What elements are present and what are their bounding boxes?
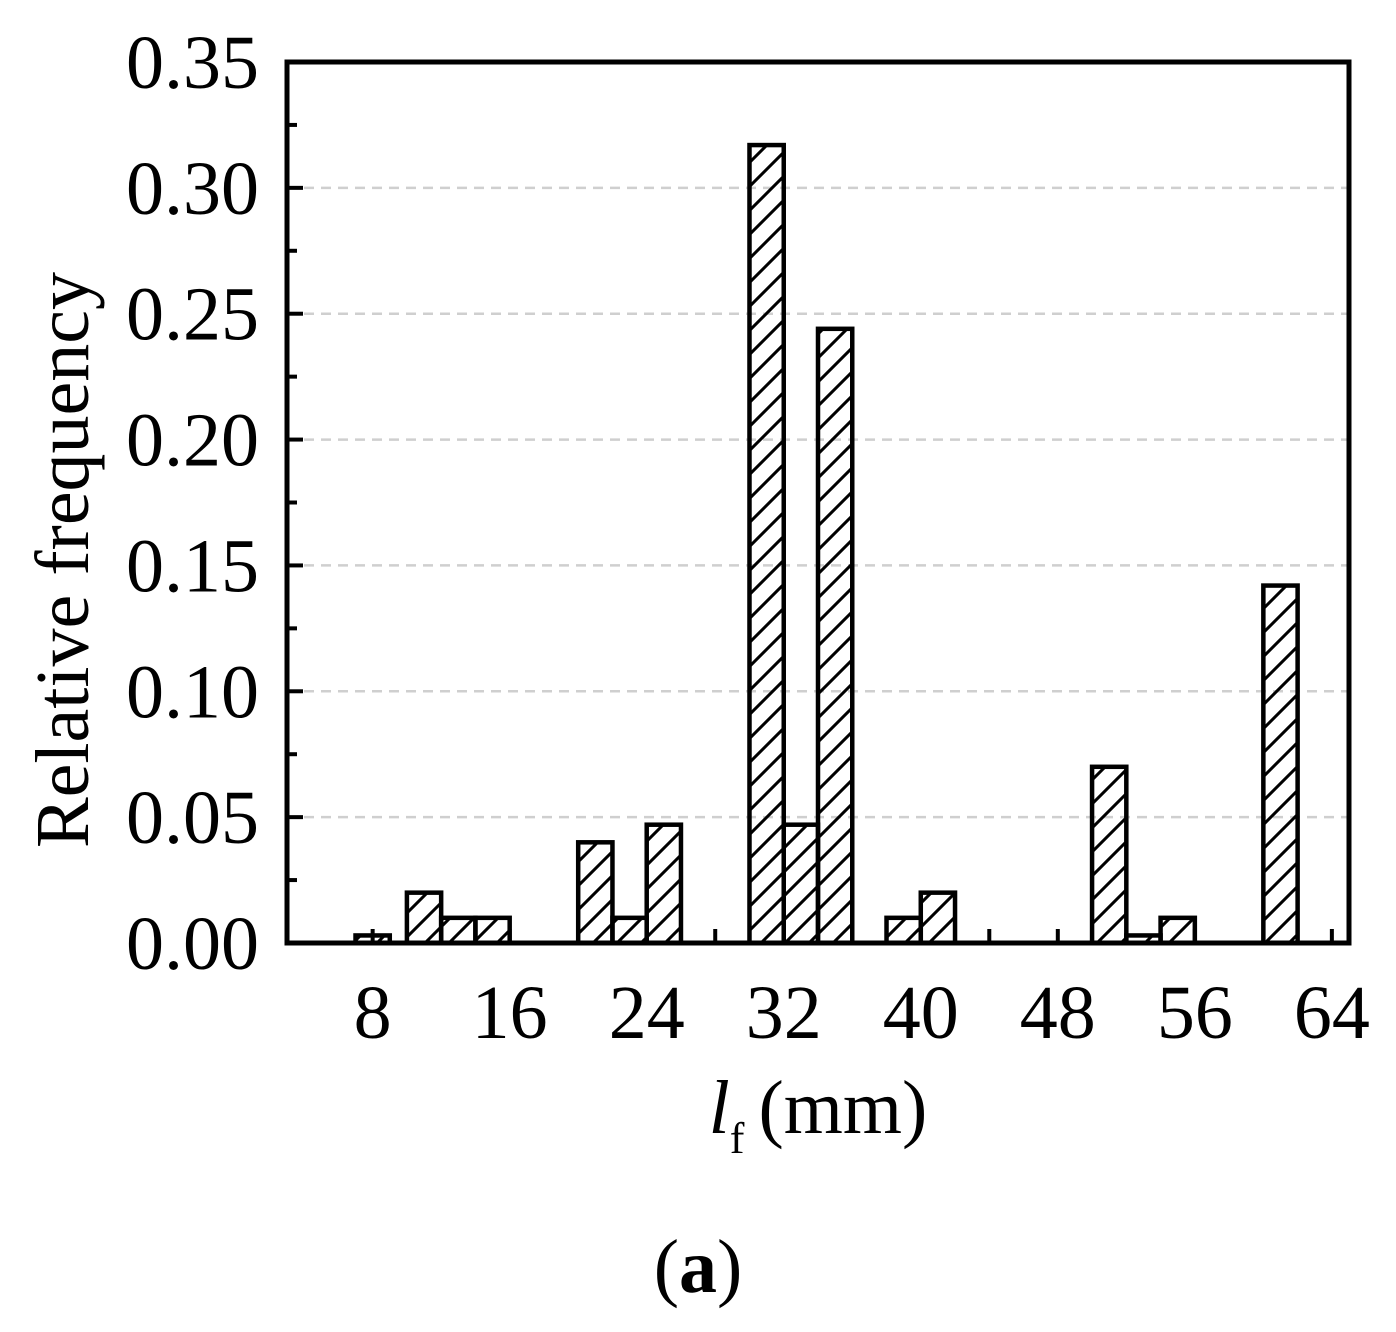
y-tick-label: 0.30 (126, 147, 259, 231)
bar (1261, 583, 1300, 946)
panel-label-letter: a (679, 1225, 717, 1309)
bar (404, 890, 444, 946)
x-axis-symbol: l (709, 1066, 730, 1150)
y-tick-label: 0.20 (126, 399, 259, 483)
y-tick-label: 0.25 (126, 273, 259, 357)
bar (575, 840, 615, 946)
x-tick-label: 32 (746, 971, 822, 1055)
y-tick-label: 0.15 (126, 524, 259, 608)
x-tick-label: 40 (883, 971, 959, 1055)
x-tick-label: 24 (609, 971, 685, 1055)
x-tick-label: 48 (1020, 971, 1096, 1055)
bar (1089, 764, 1129, 946)
bar (644, 822, 684, 946)
x-tick-label: 56 (1157, 971, 1233, 1055)
x-tick-label: 8 (354, 971, 392, 1055)
x-tick-label: 16 (472, 971, 548, 1055)
bar (884, 915, 924, 946)
y-tick-label: 0.10 (126, 650, 259, 734)
bar (610, 915, 649, 946)
y-tick-labels: 0.00 0.05 0.10 0.15 0.20 0.25 0.30 0.35 (126, 21, 259, 986)
bar (438, 915, 478, 946)
bar (781, 822, 821, 946)
x-axis-subscript: f (730, 1114, 745, 1163)
y-tick-label: 0.05 (126, 776, 259, 860)
bar (815, 326, 855, 946)
panel-label-open: ( (654, 1225, 679, 1309)
bar (918, 890, 958, 946)
x-tick-label: 64 (1294, 971, 1370, 1055)
y-tick-label: 0.35 (126, 21, 259, 105)
bars (353, 142, 1300, 946)
ticks (287, 60, 1334, 945)
panel-label: (a) (654, 1225, 743, 1309)
x-axis-unit: (mm) (758, 1066, 927, 1150)
x-tick-labels: 8 16 24 32 40 48 56 64 (354, 971, 1370, 1055)
y-axis-label: Relative frequency (21, 272, 105, 848)
bar (747, 142, 786, 946)
bar (473, 915, 512, 946)
y-tick-label: 0.00 (126, 902, 259, 986)
panel-label-close: ) (717, 1225, 742, 1309)
x-axis-label: lf (mm) (709, 1066, 928, 1163)
bar (1158, 915, 1198, 946)
